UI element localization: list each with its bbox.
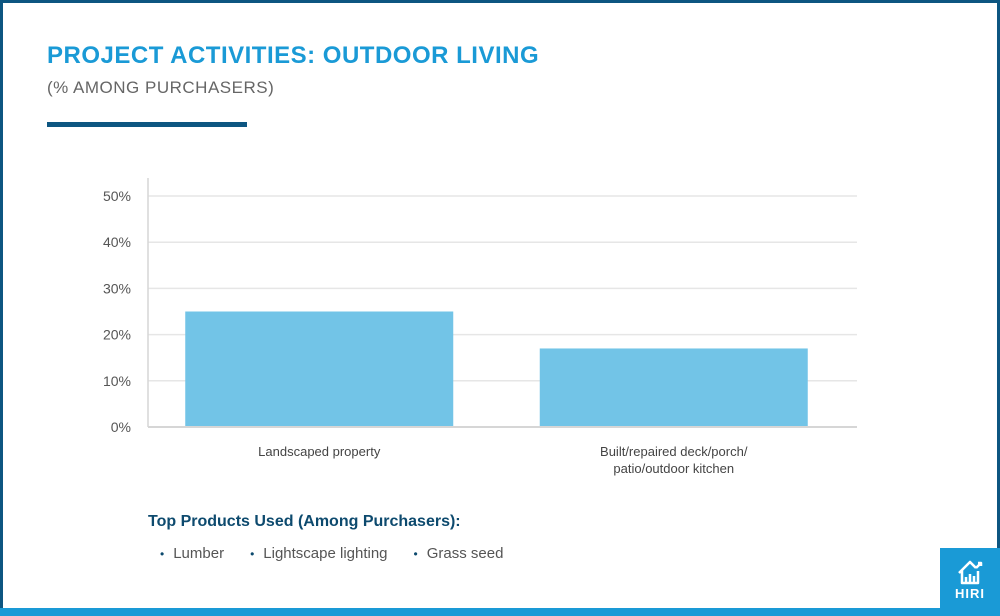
y-tick-label: 20% bbox=[103, 327, 131, 343]
bottom-bar bbox=[0, 608, 1000, 616]
title-divider bbox=[47, 122, 247, 127]
y-tick-label: 30% bbox=[103, 280, 131, 296]
chart-title: PROJECT ACTIVITIES: OUTDOOR LIVING bbox=[47, 42, 540, 69]
chart-subtitle: (% AMONG PURCHASERS) bbox=[47, 78, 275, 97]
bar bbox=[539, 348, 808, 427]
x-category-label: patio/outdoor kitchen bbox=[613, 461, 734, 476]
product-item: Grass seed bbox=[414, 545, 504, 562]
x-category-label: Landscaped property bbox=[258, 444, 381, 459]
y-tick-label: 10% bbox=[103, 373, 131, 389]
products-list: Lumber Lightscape lighting Grass seed bbox=[160, 545, 529, 562]
y-tick-label: 0% bbox=[111, 419, 131, 435]
house-chart-icon bbox=[958, 560, 983, 585]
product-item: Lightscape lighting bbox=[250, 545, 387, 562]
products-title: Top Products Used (Among Purchasers): bbox=[148, 513, 461, 530]
bar bbox=[185, 311, 454, 427]
bar-chart: 0% 10% 20% 30% 40% 50% Landscaped property Buil… bbox=[103, 178, 857, 476]
y-tick-label: 40% bbox=[103, 234, 131, 250]
hiri-logo: HIRI bbox=[940, 548, 1000, 608]
y-tick-label: 50% bbox=[103, 188, 131, 204]
x-category-label: Built/repaired deck/porch/ bbox=[600, 444, 748, 459]
logo-text: HIRI bbox=[955, 586, 985, 601]
product-item: Lumber bbox=[160, 545, 224, 562]
